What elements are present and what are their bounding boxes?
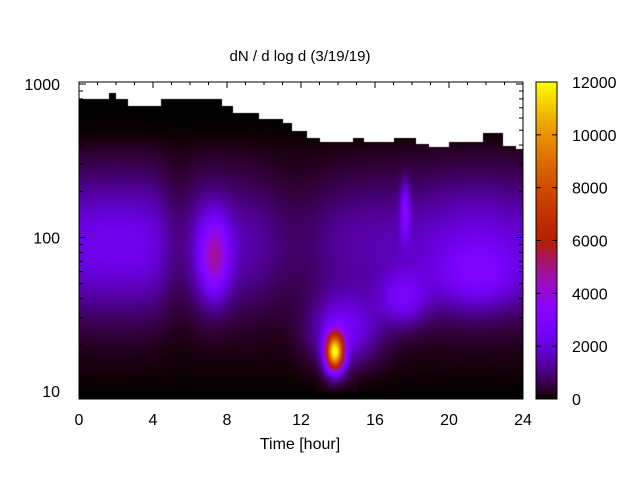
x-tick-label: 0 — [75, 412, 84, 429]
colorbar-tick-label: 12000 — [572, 75, 617, 92]
colorbar-tick-label: 10000 — [572, 128, 617, 145]
x-tick-label: 8 — [223, 412, 232, 429]
y-tick-label: 100 — [33, 231, 60, 248]
x-tick-label: 24 — [514, 412, 532, 429]
colorbar-tick-label: 2000 — [572, 339, 608, 356]
colorbar-tick-label: 0 — [572, 392, 581, 409]
chart-title: dN / d log d (3/19/19) — [230, 48, 371, 65]
x-tick-label: 4 — [149, 412, 158, 429]
x-tick-label: 12 — [292, 412, 310, 429]
colorbar-tick-label: 8000 — [572, 181, 608, 198]
heatmap-image — [79, 82, 523, 399]
x-tick-label: 20 — [440, 412, 458, 429]
x-axis-label: Time [hour] — [260, 436, 340, 453]
x-tick-label: 16 — [366, 412, 384, 429]
colorbar-gradient — [536, 82, 557, 399]
y-tick-label: 1000 — [24, 77, 60, 94]
y-tick-label: 10 — [42, 384, 60, 401]
colorbar-tick-label: 6000 — [572, 234, 608, 251]
colorbar-tick-label: 4000 — [572, 286, 608, 303]
